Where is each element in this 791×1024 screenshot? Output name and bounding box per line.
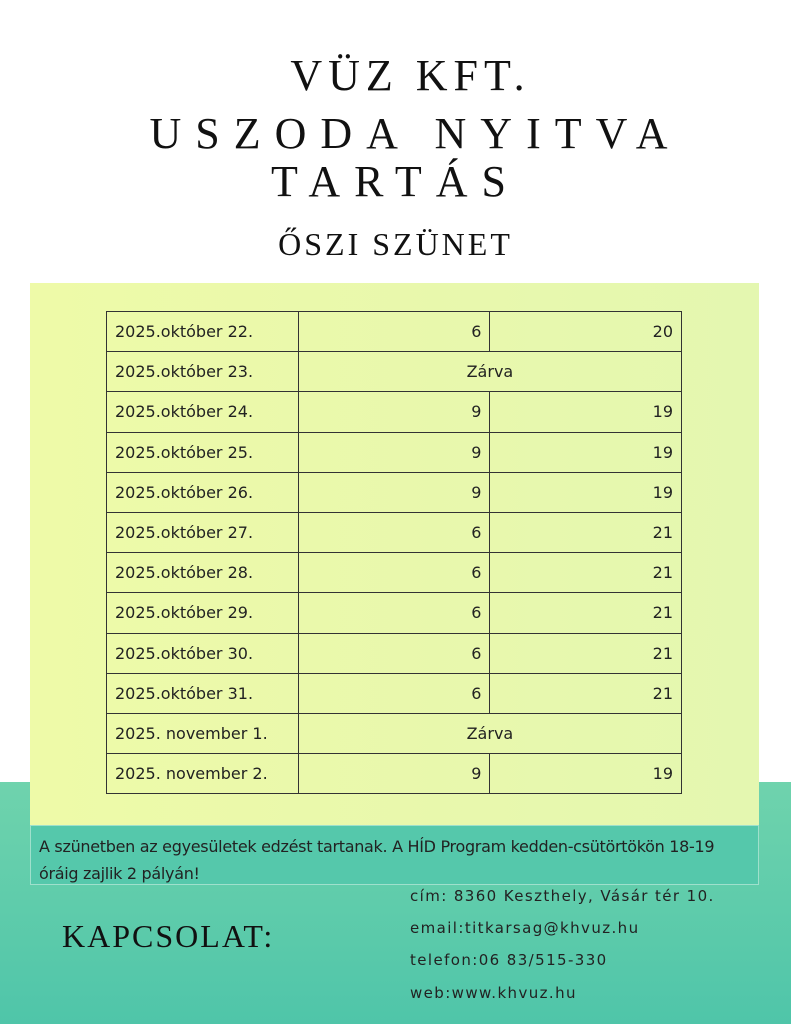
table-row: 2025.október 30. 6 21 [106,632,682,674]
table-row: 2025.október 29. 6 21 [106,592,682,634]
open-hour-cell: 6 [297,592,491,634]
close-hour-cell: 21 [489,592,682,634]
date-cell: 2025.október 31. [106,672,299,714]
open-hour-cell: 9 [297,431,491,473]
title-line-2: USZODA NYITVA [149,109,682,158]
closed-cell: Zárva [297,351,683,393]
note-text: A szünetben az egyesületek edzést tartan… [30,825,759,885]
open-hour-cell: 6 [297,511,491,554]
table-row: 2025. november 1. Zárva [106,712,683,755]
contact-address: cím: 8360 Keszthely, Vásár tér 10. [410,887,715,905]
date-cell: 2025.október 28. [106,552,299,594]
date-cell: 2025.október 29. [106,592,299,634]
table-row: 2025.október 24. 9 19 [106,391,682,433]
date-cell: 2025.október 24. [106,391,299,433]
open-hour-cell: 9 [297,753,491,795]
title-line-3: TARTÁS [271,157,520,206]
table-row: 2025.október 31. 6 21 [106,672,682,714]
date-cell: 2025. november 1. [106,712,299,755]
contact-email[interactable]: email:titkarsag@khvuz.hu [410,919,640,937]
open-hour-cell: 9 [297,471,491,513]
subtitle: ŐSZI SZÜNET [278,226,513,262]
close-hour-cell: 21 [489,552,682,594]
close-hour-cell: 19 [489,753,682,795]
date-cell: 2025.október 27. [106,511,299,554]
date-cell: 2025.október 22. [106,310,299,353]
open-hour-cell: 6 [297,672,491,714]
close-hour-cell: 19 [489,391,682,433]
contact-phone: telefon:06 83/515-330 [410,951,608,969]
closed-cell: Zárva [297,712,683,755]
contact-heading: KAPCSOLAT: [62,918,275,954]
date-cell: 2025.október 26. [106,471,299,513]
close-hour-cell: 19 [489,431,682,473]
table-row: 2025.október 23. Zárva [106,351,683,393]
open-hour-cell: 6 [297,552,491,594]
contact-web[interactable]: web:www.khvuz.hu [410,984,577,1002]
close-hour-cell: 20 [489,310,682,353]
close-hour-cell: 21 [489,672,682,714]
table-row: 2025.október 22. 6 20 [106,310,682,353]
date-cell: 2025.október 23. [106,351,299,393]
table-row: 2025.október 25. 9 19 [106,431,682,473]
table-row: 2025.október 26. 9 19 [106,471,682,513]
table-row: 2025.október 28. 6 21 [106,552,682,594]
schedule-table: 2025.október 22. 6 20 2025.október 23. Zárva… [106,310,683,795]
date-cell: 2025. november 2. [106,753,299,795]
open-hour-cell: 6 [297,632,491,674]
table-row: 2025. november 2. 9 19 [106,753,682,795]
close-hour-cell: 21 [489,511,682,554]
close-hour-cell: 19 [489,471,682,513]
open-hour-cell: 6 [297,310,491,353]
date-cell: 2025.október 30. [106,632,299,674]
open-hour-cell: 9 [297,391,491,433]
date-cell: 2025.október 25. [106,431,299,473]
close-hour-cell: 21 [489,632,682,674]
title-company: VÜZ KFT. [290,51,531,100]
table-row: 2025.október 27. 6 21 [106,511,682,554]
